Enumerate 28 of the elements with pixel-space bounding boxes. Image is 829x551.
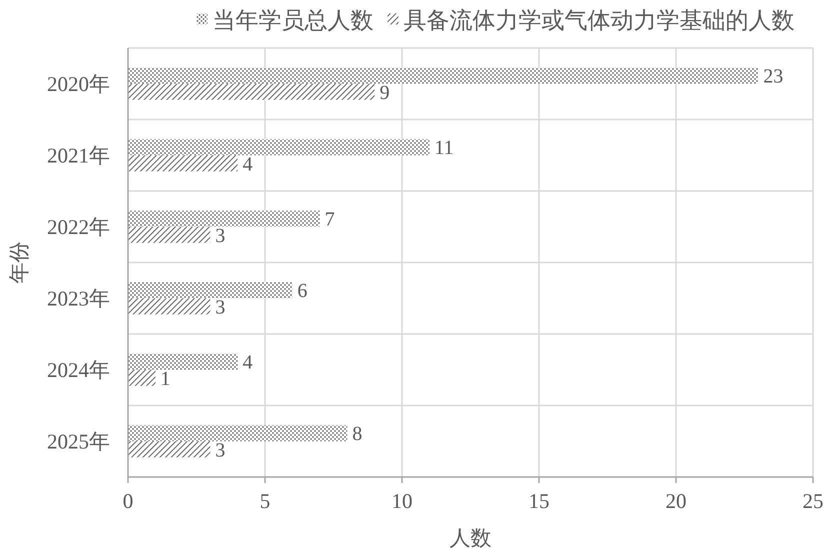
y-tick-label: 2022年: [47, 214, 110, 239]
data-label: 9: [380, 82, 390, 104]
data-label: 3: [215, 439, 226, 462]
y-tick-label: 2024年: [47, 358, 110, 382]
data-label: 6: [297, 280, 308, 302]
x-tick-label: 15: [528, 489, 550, 513]
x-tick-label: 0: [122, 489, 134, 513]
x-tick-label: 10: [392, 489, 412, 513]
x-axis-title: 人数: [450, 526, 492, 550]
data-label: 4: [242, 153, 253, 176]
x-tick-label: 20: [666, 489, 686, 513]
x-tick-label: 5: [260, 489, 270, 513]
data-label: 11: [434, 137, 454, 160]
data-label: 4: [242, 352, 253, 374]
data-label: 8: [352, 423, 362, 446]
y-tick-label: 2020年: [47, 72, 110, 96]
legend-label: 具备流体力学或气体动力学基础的人数: [404, 8, 794, 33]
data-label: 3: [215, 224, 226, 247]
y-axis-title: 年份: [7, 242, 31, 284]
y-tick-label: 2023年: [47, 286, 110, 310]
legend-label: 当年学员总人数: [212, 8, 374, 33]
y-tick-label: 2021年: [47, 143, 110, 168]
y-tick-label: 2025年: [47, 429, 110, 454]
data-label: 3: [215, 296, 226, 318]
data-label: 23: [763, 66, 784, 88]
x-tick-label: 25: [802, 489, 824, 513]
data-label: 7: [324, 208, 335, 231]
data-label: 1: [160, 368, 170, 390]
